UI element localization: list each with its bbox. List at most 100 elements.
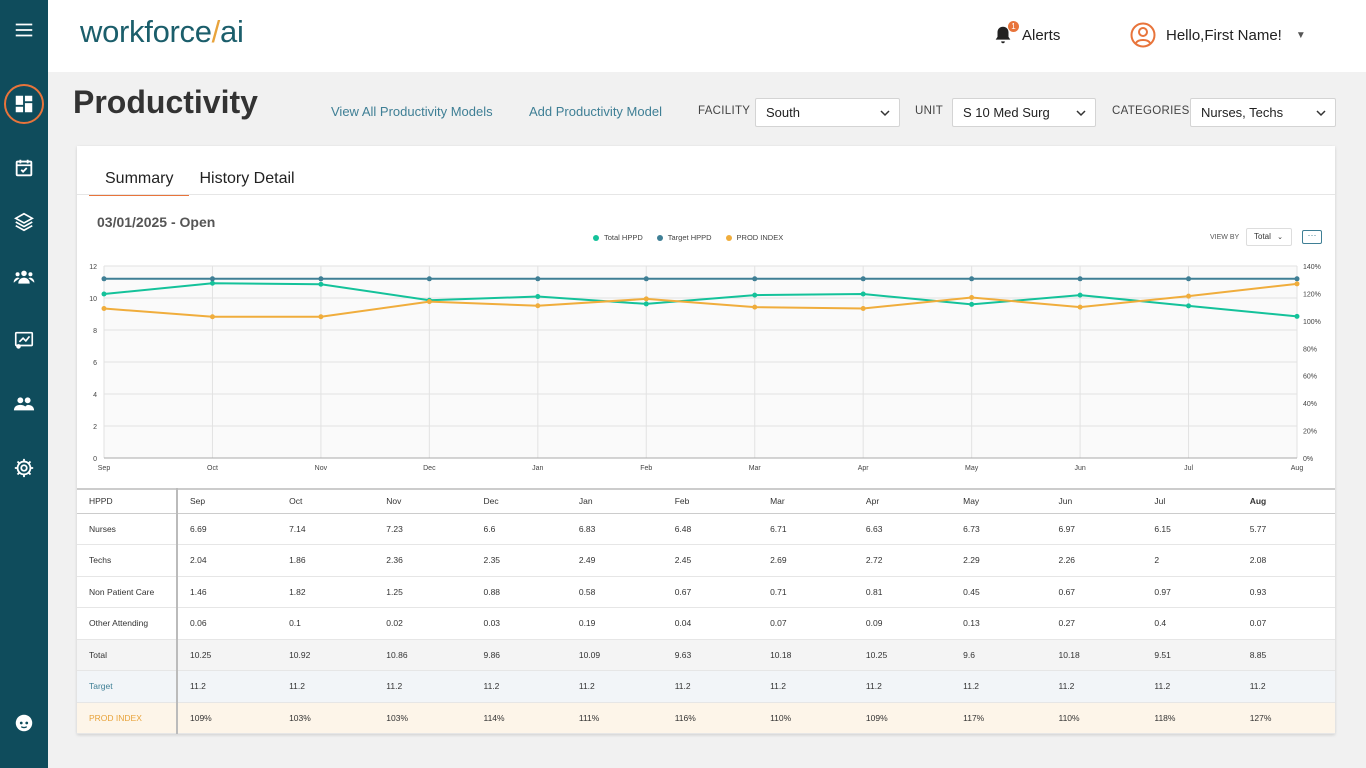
data-point	[426, 276, 432, 282]
alerts-label: Alerts	[1022, 26, 1061, 44]
dashboard-nav-button[interactable]	[4, 84, 44, 124]
legend-prod-index[interactable]: PROD INDEX	[725, 233, 784, 242]
tab-history-detail[interactable]: History Detail	[199, 170, 295, 187]
table-header-label: HPPD	[77, 488, 178, 514]
assistant-bot-icon[interactable]	[0, 703, 48, 743]
data-point	[752, 276, 758, 282]
chevron-down-icon	[880, 110, 890, 117]
y-tick-label-right: 0%	[1303, 456, 1313, 463]
data-point	[318, 276, 324, 282]
team-icon[interactable]	[0, 257, 48, 297]
more-options-button[interactable]: ···	[1302, 230, 1322, 244]
table-cell: 2.49	[566, 544, 663, 577]
data-point	[318, 314, 324, 320]
categories-select[interactable]: Nurses, Techs	[1190, 98, 1336, 127]
legend-total-hppd[interactable]: Total HPPD	[593, 233, 643, 242]
data-point	[643, 276, 649, 282]
row-label: Nurses	[77, 513, 178, 545]
unit-label: UNIT	[915, 105, 944, 117]
facility-select[interactable]: South	[755, 98, 900, 127]
top-bar: workforce/ai 1 Alerts Hello,First Name! …	[48, 0, 1366, 72]
table-cell: 1.46	[177, 576, 278, 608]
table-cell: 2.45	[662, 544, 759, 577]
y-tick-label-left: 6	[93, 360, 97, 367]
facility-label: FACILITY	[698, 105, 751, 117]
categories-value: Nurses, Techs	[1201, 105, 1284, 120]
table-cell: 0.06	[177, 607, 278, 640]
user-menu[interactable]: Hello,First Name! ▼	[1130, 22, 1306, 48]
table-cell: 2.26	[1046, 544, 1143, 577]
table-cell: 110%	[1046, 702, 1143, 734]
data-point	[101, 306, 107, 312]
y-tick-label-right: 140%	[1303, 264, 1321, 271]
table-row: Total 10.25 10.92 10.86 9.86 10.09 9.63 10.18 10…	[77, 639, 1335, 671]
table-cell: 11.2	[1046, 670, 1143, 703]
table-cell: 110%	[758, 702, 854, 734]
table-cell: 11.2	[662, 670, 759, 703]
table-cell: 8.85	[1237, 639, 1335, 671]
table-cell: 0.58	[566, 576, 663, 608]
table-cell: 6.73	[951, 513, 1047, 545]
table-cell: 11.2	[374, 670, 472, 703]
table-header-month: Dec	[471, 488, 567, 514]
x-tick-label: Jun	[1074, 465, 1085, 472]
table-cell: 6.63	[853, 513, 952, 545]
table-cell: 10.25	[853, 639, 952, 671]
page-title: Productivity	[73, 84, 258, 120]
users-icon[interactable]	[0, 384, 48, 424]
table-cell: 6.83	[566, 513, 663, 545]
table-cell: 2.36	[374, 544, 472, 577]
table-cell: 11.2	[853, 670, 952, 703]
y-tick-label-right: 40%	[1303, 401, 1317, 408]
y-tick-label-right: 120%	[1303, 291, 1321, 298]
unit-value: S 10 Med Surg	[963, 105, 1050, 120]
x-tick-label: May	[965, 465, 979, 472]
table-cell: 9.63	[662, 639, 759, 671]
table-cell: 0.71	[758, 576, 854, 608]
x-tick-label: Aug	[1291, 465, 1304, 472]
table-cell: 0.81	[853, 576, 952, 608]
unit-select[interactable]: S 10 Med Surg	[952, 98, 1096, 127]
table-cell: 11.2	[951, 670, 1047, 703]
user-avatar-icon	[1130, 22, 1156, 48]
menu-icon[interactable]	[0, 10, 48, 50]
view-all-models-link[interactable]: View All Productivity Models	[331, 104, 493, 119]
series-line-total-hppd	[103, 282, 1298, 318]
y-tick-label-left: 2	[93, 424, 97, 431]
table-cell: 6.6	[471, 513, 567, 545]
y-tick-label-right: 80%	[1303, 346, 1317, 353]
x-tick-label: Jan	[532, 465, 543, 472]
tab-summary[interactable]: Summary	[89, 168, 190, 196]
table-header-month: Mar	[758, 488, 854, 514]
legend-label: PROD INDEX	[736, 233, 784, 242]
chevron-down-icon	[1076, 110, 1086, 117]
table-header-month: Sep	[177, 488, 278, 514]
logo[interactable]: workforce/ai	[80, 14, 244, 49]
data-point	[1186, 303, 1192, 309]
alerts-button[interactable]: 1 Alerts	[992, 21, 1061, 46]
y-tick-label-right: 60%	[1303, 374, 1317, 381]
calendar-check-icon[interactable]	[0, 148, 48, 188]
table-cell: 109%	[177, 702, 278, 734]
categories-label: CATEGORIES	[1112, 105, 1190, 117]
table-cell: 2	[1142, 544, 1238, 577]
add-model-link[interactable]: Add Productivity Model	[529, 104, 662, 119]
row-label: Target	[77, 670, 178, 703]
row-label: PROD INDEX	[77, 702, 178, 734]
report-chart-icon[interactable]	[0, 320, 48, 360]
table-cell: 10.09	[566, 639, 663, 671]
view-by-select[interactable]: Total ⌄	[1246, 228, 1292, 246]
data-point	[101, 276, 107, 282]
data-point	[752, 304, 758, 310]
settings-gear-icon[interactable]	[0, 448, 48, 488]
table-cell: 11.2	[1142, 670, 1238, 703]
table-cell: 118%	[1142, 702, 1238, 734]
table-cell: 6.69	[177, 513, 278, 545]
table-cell: 116%	[662, 702, 759, 734]
table-cell: 114%	[471, 702, 567, 734]
layers-icon[interactable]	[0, 202, 48, 242]
table-cell: 0.07	[1237, 607, 1335, 640]
x-tick-label: Jul	[1184, 465, 1193, 472]
legend-target-hppd[interactable]: Target HPPD	[656, 233, 712, 242]
